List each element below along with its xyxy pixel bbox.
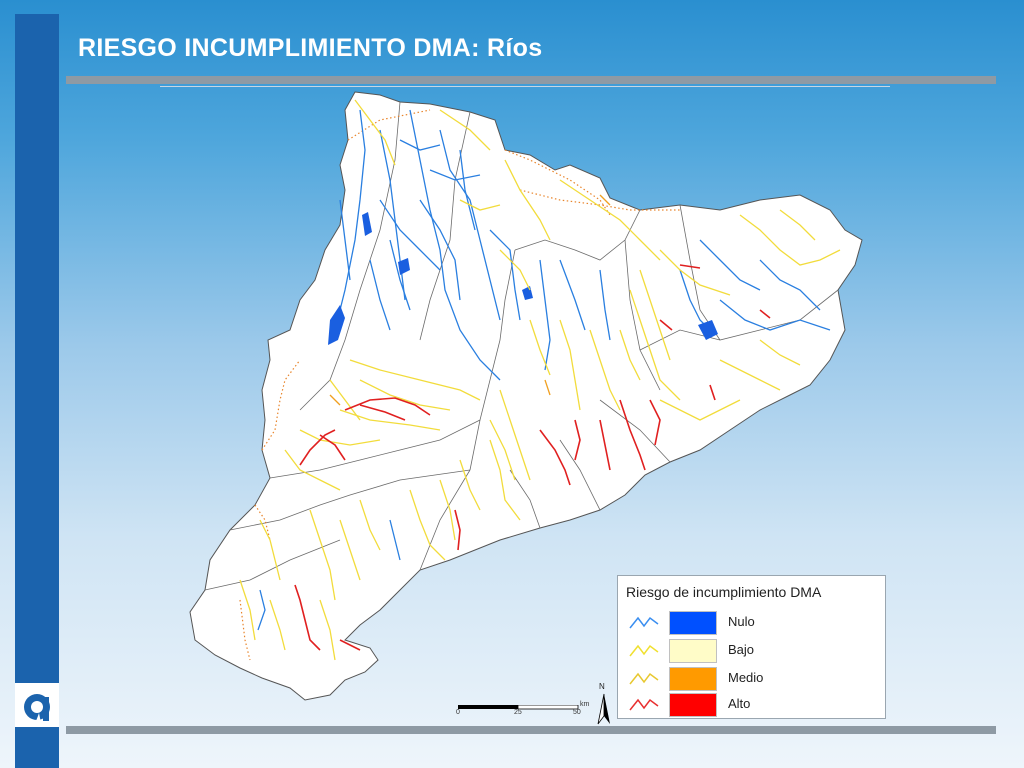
legend-item-bajo: Bajo: [618, 638, 885, 663]
legend-swatch: [669, 611, 717, 635]
map-land: [189, 91, 863, 701]
legend-label: Nulo: [728, 614, 755, 629]
rivers-medio: [329, 194, 611, 406]
rivers-bajo: [239, 99, 841, 661]
scale-bar: 0 25 50 km: [456, 701, 589, 724]
legend-item-nulo: Nulo: [618, 610, 885, 635]
legend-title: Riesgo de incumplimiento DMA: [626, 584, 822, 600]
legend-label: Alto: [728, 696, 751, 711]
logo-square: [15, 738, 59, 760]
scale-tick-1: 25: [514, 709, 522, 716]
rivers-nulo: [257, 109, 831, 631]
scale-tick-0: 0: [456, 709, 460, 716]
legend-swatch: [669, 667, 717, 691]
rivers-alto: [294, 264, 771, 651]
scale-tick-2: 50: [573, 709, 581, 716]
scale-unit: km: [580, 701, 590, 708]
river-line-icon: [629, 672, 659, 685]
legend-item-medio: Medio: [618, 666, 885, 691]
river-line-icon: [629, 616, 659, 629]
map-frame-line: [160, 86, 890, 87]
legend-label: Bajo: [728, 642, 755, 657]
bottom-rule: [66, 726, 996, 734]
legend-label: Medio: [728, 670, 764, 685]
river-line-icon: [629, 644, 659, 657]
north-label: N: [599, 682, 605, 691]
legend-swatch: [669, 693, 717, 717]
legend-item-alto: Alto: [618, 692, 885, 717]
river-line-icon: [629, 698, 659, 711]
left-accent-bar: [15, 14, 59, 768]
legend-swatch: [669, 639, 717, 663]
agency-logo: [15, 683, 59, 727]
slide-title: RIESGO INCUMPLIMIENTO DMA: Ríos: [78, 34, 543, 62]
legend-panel: Riesgo de incumplimiento DMA Nulo Bajo M…: [617, 575, 886, 719]
top-rule: [66, 76, 996, 84]
